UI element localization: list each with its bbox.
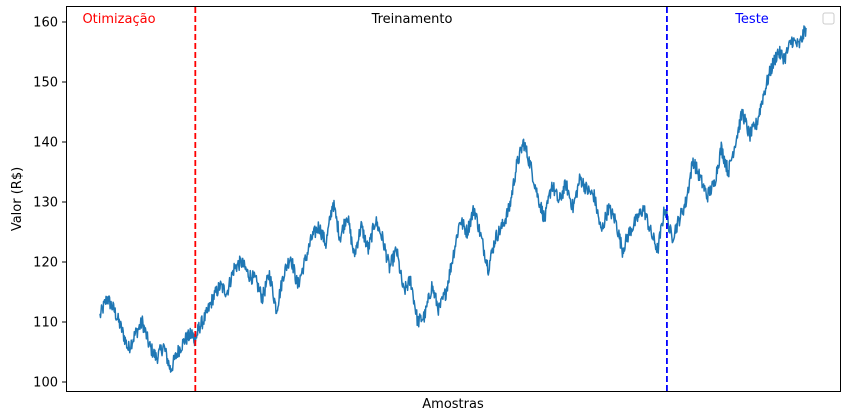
plot-area <box>99 7 807 391</box>
region-label-optimization: Otimização <box>82 12 155 27</box>
series-line <box>99 25 807 373</box>
axes-frame <box>66 6 841 392</box>
region-label-test: Teste <box>734 12 769 27</box>
y-tick-label: 130 <box>33 196 58 211</box>
y-tick-label: 150 <box>33 76 58 91</box>
legend-box <box>822 12 835 25</box>
x-axis-label: Amostras <box>422 397 484 412</box>
y-tick-label: 110 <box>33 316 58 331</box>
region-label-training: Treinamento <box>371 12 453 27</box>
y-axis-label: Valor (R$) <box>10 167 25 231</box>
y-tick-label: 120 <box>33 256 58 271</box>
y-axis: 100 110 120 130 140 150 160 <box>33 16 67 391</box>
y-tick-label: 160 <box>33 16 58 31</box>
y-tick-label: 140 <box>33 136 58 151</box>
y-tick-label: 100 <box>33 376 58 391</box>
